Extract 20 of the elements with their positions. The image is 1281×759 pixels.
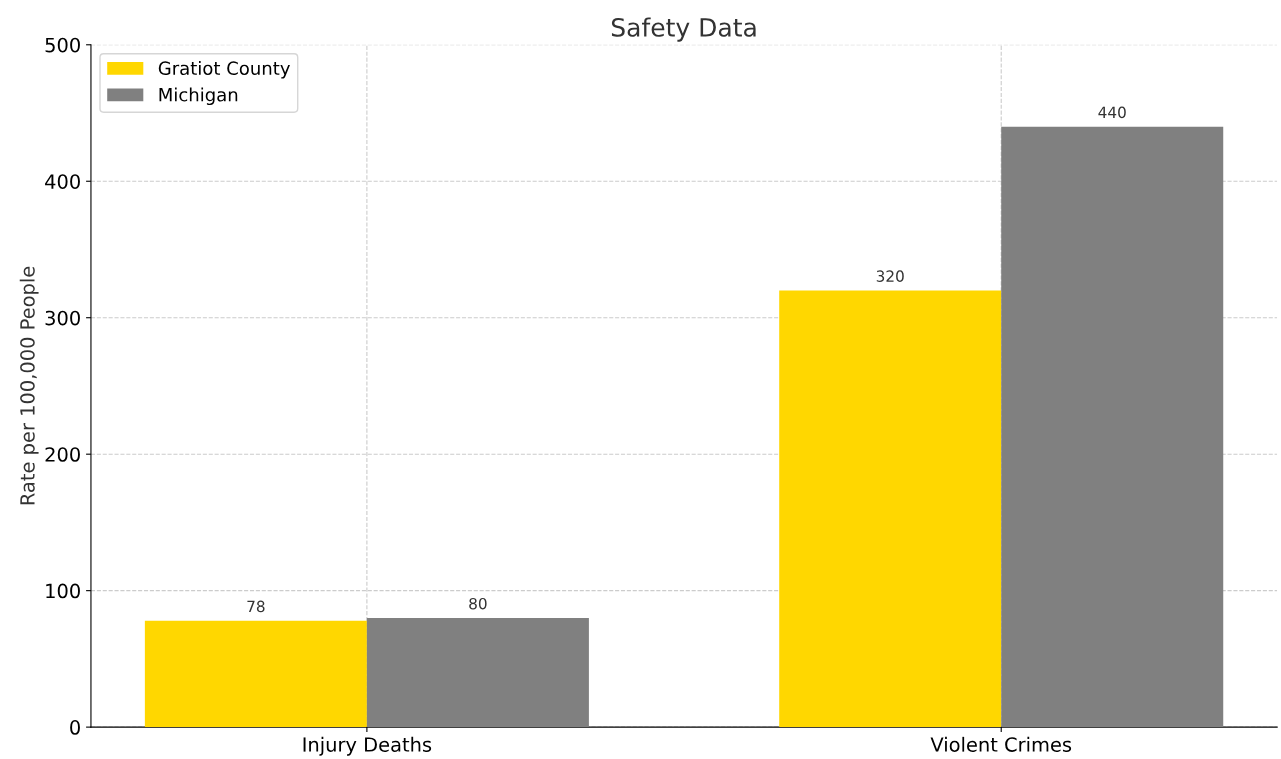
x-tick-label: Violent Crimes (930, 736, 1072, 752)
y-tick-label: 100 (46, 583, 80, 599)
data-label: 78 (247, 600, 265, 613)
chart-title: Safety Data (611, 17, 756, 42)
legend-label: Michigan (159, 87, 238, 106)
bar (144, 620, 367, 728)
data-label: 80 (469, 597, 487, 610)
y-tick-label: 300 (45, 310, 80, 326)
y-tick-label: 200 (45, 447, 80, 462)
legend-label: Gratiot County (158, 61, 290, 79)
data-label: 440 (1098, 106, 1126, 119)
bar (366, 617, 589, 728)
y-tick-label: 500 (45, 37, 80, 53)
x-tick-label: Injury Deaths (303, 736, 432, 756)
bar (1001, 126, 1224, 728)
bar (779, 290, 1002, 728)
y-tick-label: 400 (45, 174, 80, 189)
data-label: 320 (876, 270, 904, 282)
y-axis-title: Rate per 100,000 People (19, 266, 39, 505)
y-tick-label: 0 (70, 720, 80, 735)
